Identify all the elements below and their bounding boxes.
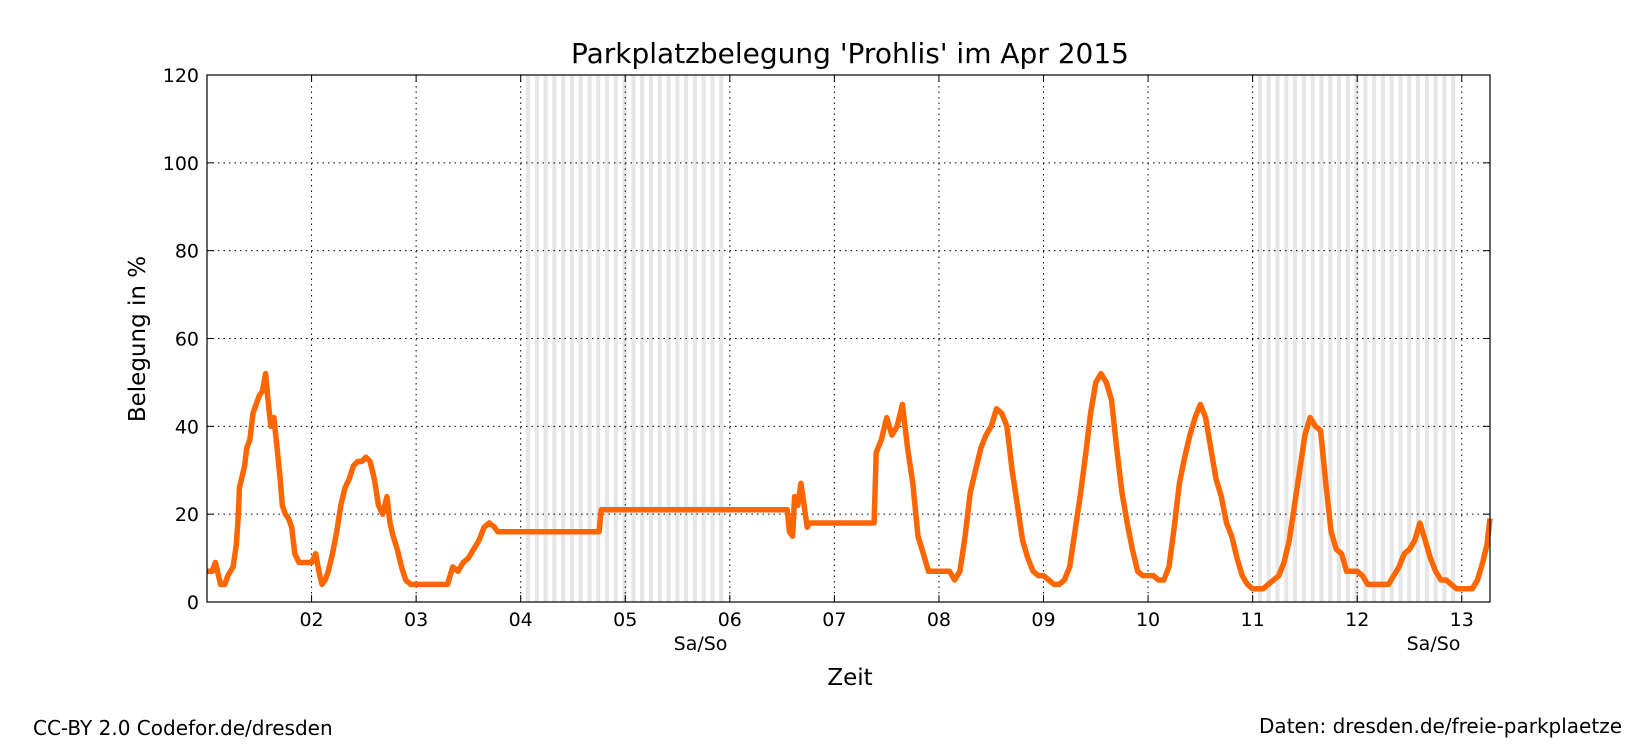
series-line xyxy=(207,370,1493,592)
x-tick-label: 03 xyxy=(404,609,428,631)
weekend-label: Sa/So xyxy=(674,633,728,655)
weekend-stripe xyxy=(648,75,654,602)
x-tick-label: 12 xyxy=(1345,609,1369,631)
x-tick-label: 08 xyxy=(927,609,951,631)
x-tick-label: 09 xyxy=(1031,609,1055,631)
weekend-stripe xyxy=(1451,75,1456,602)
data-source-credit: Daten: dresden.de/freie-parkplaetze xyxy=(1259,714,1622,738)
series-line-group xyxy=(207,370,1493,592)
weekend-stripe xyxy=(561,75,566,602)
x-tick-label: 13 xyxy=(1450,609,1474,631)
weekend-stripe xyxy=(1433,75,1438,602)
weekend-stripe xyxy=(1345,75,1350,602)
x-tick-label: 02 xyxy=(299,609,323,631)
x-tick-label: 04 xyxy=(509,609,533,631)
weekend-stripe xyxy=(701,75,706,602)
weekend-stripe xyxy=(1275,75,1280,602)
weekend-stripe xyxy=(543,75,548,602)
weekend-stripe xyxy=(1319,75,1324,602)
y-tick-label: 0 xyxy=(187,592,199,614)
y-tick-label: 40 xyxy=(175,416,199,438)
weekend-stripe xyxy=(1424,75,1429,602)
weekend-stripe xyxy=(675,75,680,602)
x-axis-label: Zeit xyxy=(827,665,872,691)
weekend-stripe xyxy=(1336,75,1342,602)
x-tick-label: 11 xyxy=(1241,609,1265,631)
y-tick-label: 80 xyxy=(175,241,199,263)
weekend-stripe xyxy=(613,75,618,602)
weekend-shading xyxy=(525,75,1456,602)
x-tick-label: 07 xyxy=(822,609,846,631)
weekend-stripe xyxy=(1363,75,1368,602)
y-tick-label: 100 xyxy=(163,153,199,175)
y-tick-label: 60 xyxy=(175,329,199,351)
chart-title: Parkplatzbelegung 'Prohlis' im Apr 2015 xyxy=(571,37,1129,70)
y-axis-label: Belegung in % xyxy=(125,256,151,422)
x-tick-label: 06 xyxy=(718,609,742,631)
weekend-stripe xyxy=(1257,75,1263,602)
weekend-stripe xyxy=(1301,75,1306,602)
weekend-stripe xyxy=(587,75,592,602)
weekend-stripe xyxy=(569,75,575,602)
weekend-label: Sa/So xyxy=(1407,633,1461,655)
weekend-stripe xyxy=(719,75,724,602)
weekend-stripe xyxy=(578,75,583,602)
x-tick-label: 10 xyxy=(1136,609,1160,631)
y-tick-label: 120 xyxy=(163,65,199,87)
weekend-stripe xyxy=(631,75,636,602)
weekend-stripe xyxy=(604,75,610,602)
weekend-stripe xyxy=(1389,75,1394,602)
weekend-stripe xyxy=(622,75,627,602)
x-tick-label: 05 xyxy=(613,609,637,631)
weekend-stripe xyxy=(1293,75,1298,602)
weekend-stripe xyxy=(525,75,531,602)
weekend-stripe xyxy=(534,75,539,602)
y-tick-label: 20 xyxy=(175,504,199,526)
weekend-stripe xyxy=(1407,75,1412,602)
weekend-stripe xyxy=(666,75,671,602)
weekend-stripe xyxy=(1380,75,1386,602)
license-credit: CC-BY 2.0 Codefor.de/dresden xyxy=(33,716,333,740)
weekend-stripe xyxy=(710,75,715,602)
weekend-stripe xyxy=(657,75,662,602)
weekend-stripe xyxy=(1442,75,1447,602)
weekend-stripe xyxy=(692,75,697,602)
weekend-stripe xyxy=(1398,75,1403,602)
